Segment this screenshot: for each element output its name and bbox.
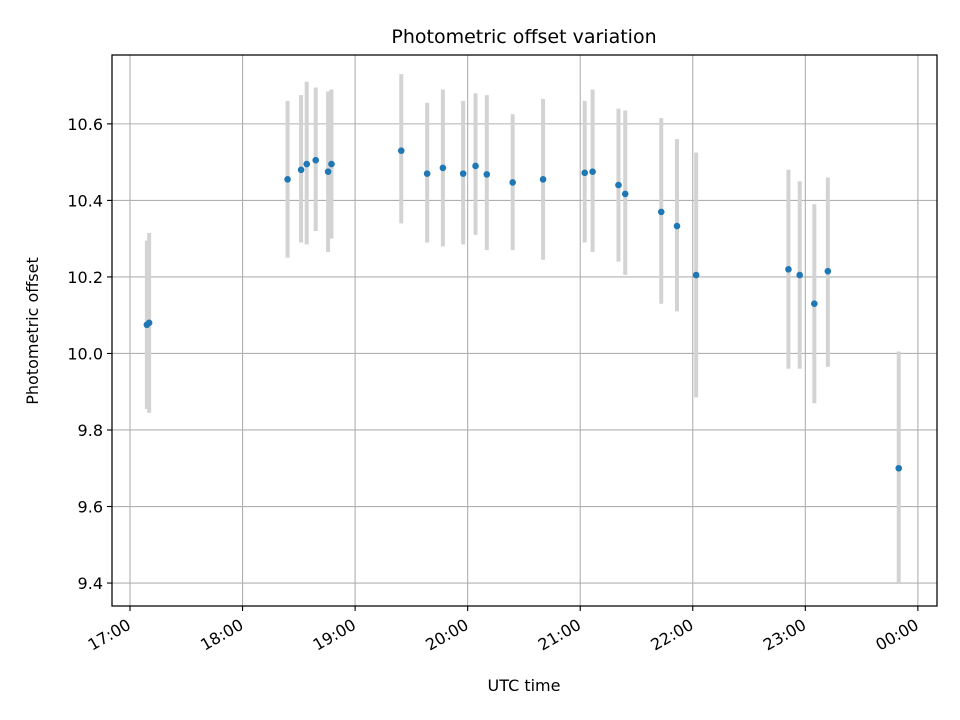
data-point: [615, 181, 622, 189]
data-points: [143, 147, 903, 472]
data-point: [284, 176, 291, 183]
chart-title: Photometric offset variation: [391, 26, 656, 48]
data-point: [145, 319, 153, 327]
data-point: [811, 300, 818, 308]
y-axis-label: Photometric offset: [23, 257, 42, 405]
data-point: [785, 265, 792, 273]
data-point: [328, 160, 335, 168]
data-point: [621, 190, 629, 198]
data-point: [657, 208, 665, 216]
plot-frame: [111, 54, 938, 607]
grid: [112, 55, 937, 606]
data-point: [539, 176, 547, 183]
data-point: [303, 160, 311, 168]
y-tick-label: 9.4: [78, 574, 103, 593]
data-point: [509, 179, 516, 186]
y-tick-label: 9.8: [78, 421, 103, 440]
data-point: [895, 464, 903, 472]
data-point: [439, 164, 447, 172]
y-tick-label: 10.2: [67, 268, 103, 287]
data-point: [423, 170, 431, 177]
data-point: [472, 162, 479, 170]
y-tick-label: 10.6: [67, 115, 103, 134]
data-point: [324, 168, 332, 176]
data-point: [692, 271, 700, 279]
data-point: [581, 169, 589, 177]
data-point: [796, 271, 803, 279]
data-point: [483, 171, 491, 178]
y-tick-label: 9.6: [78, 498, 103, 517]
y-tick-label: 10.4: [67, 191, 103, 210]
data-point: [673, 222, 681, 230]
y-axis-ticks: 9.4 9.6 9.8 10.0 10.2 10.4 10.6: [67, 115, 112, 593]
x-axis-label: UTC time: [488, 676, 561, 695]
data-point: [297, 166, 305, 174]
data-point: [589, 168, 596, 176]
data-point: [459, 170, 467, 177]
data-point: [397, 147, 405, 154]
data-point: [824, 267, 832, 275]
data-point: [312, 156, 320, 164]
y-tick-label: 10.0: [67, 344, 103, 363]
